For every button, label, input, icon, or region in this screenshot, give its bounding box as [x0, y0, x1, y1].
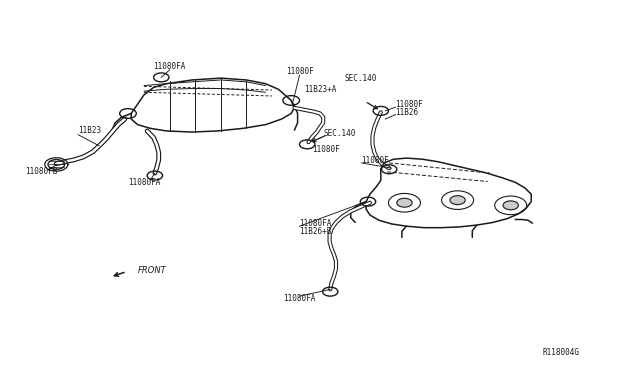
Text: 11080FA: 11080FA — [300, 219, 332, 228]
Text: SEC.140: SEC.140 — [323, 129, 356, 138]
Text: 11080F: 11080F — [285, 67, 314, 76]
Text: 11080FA: 11080FA — [128, 178, 160, 187]
Text: 11080FA: 11080FA — [284, 294, 316, 303]
Circle shape — [450, 196, 465, 205]
Text: 11080F: 11080F — [362, 156, 389, 165]
Text: 11080FB: 11080FB — [26, 167, 58, 176]
Text: SEC.140: SEC.140 — [344, 74, 377, 83]
Text: 11B26+B: 11B26+B — [300, 227, 332, 236]
Circle shape — [397, 198, 412, 207]
Circle shape — [503, 201, 518, 210]
Text: 11B23+A: 11B23+A — [304, 85, 337, 94]
Text: R118004G: R118004G — [542, 348, 579, 357]
Text: 11B23: 11B23 — [78, 126, 101, 135]
Text: 11080F: 11080F — [396, 100, 423, 109]
Text: 11080FA: 11080FA — [154, 62, 186, 71]
Text: FRONT: FRONT — [138, 266, 166, 275]
Text: 11B26: 11B26 — [396, 108, 419, 117]
Text: 11080F: 11080F — [312, 145, 340, 154]
